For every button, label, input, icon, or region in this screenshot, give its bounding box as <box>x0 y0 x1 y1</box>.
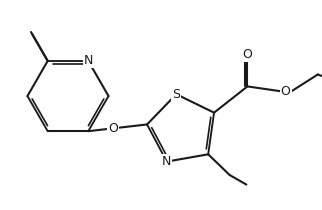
Text: N: N <box>162 155 172 168</box>
Text: N: N <box>84 54 93 67</box>
Text: S: S <box>172 88 180 101</box>
Text: O: O <box>281 85 290 98</box>
Text: O: O <box>242 48 252 61</box>
Text: O: O <box>108 122 118 135</box>
